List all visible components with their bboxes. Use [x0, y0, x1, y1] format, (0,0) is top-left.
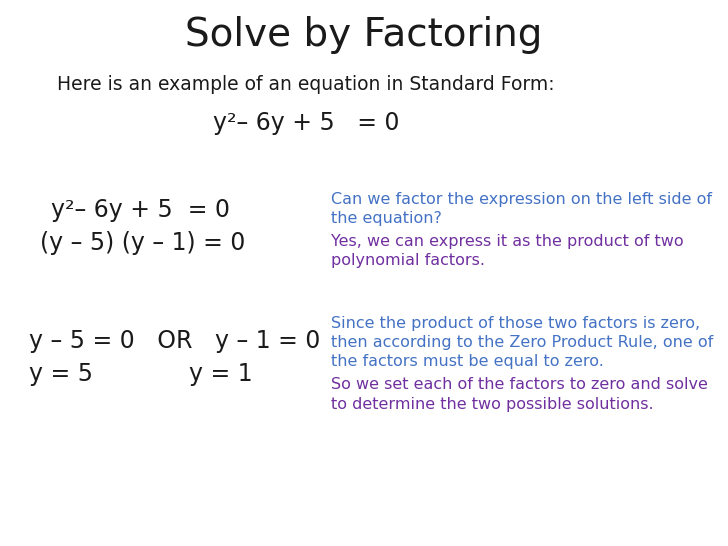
Text: y = 1: y = 1	[189, 362, 253, 386]
Text: then according to the Zero Product Rule, one of: then according to the Zero Product Rule,…	[331, 335, 713, 350]
Text: Here is an example of an equation in Standard Form:: Here is an example of an equation in Sta…	[57, 75, 555, 94]
Text: y²– 6y + 5  = 0: y²– 6y + 5 = 0	[51, 198, 230, 222]
Text: to determine the two possible solutions.: to determine the two possible solutions.	[331, 396, 654, 412]
Text: Solve by Factoring: Solve by Factoring	[186, 16, 542, 55]
Text: So we set each of the factors to zero and solve: So we set each of the factors to zero an…	[331, 377, 708, 393]
Text: the factors must be equal to zero.: the factors must be equal to zero.	[331, 354, 604, 369]
Text: Since the product of those two factors is zero,: Since the product of those two factors i…	[331, 316, 700, 331]
Text: y – 5 = 0   OR   y – 1 = 0: y – 5 = 0 OR y – 1 = 0	[29, 329, 320, 353]
Text: Yes, we can express it as the product of two: Yes, we can express it as the product of…	[331, 234, 684, 249]
Text: (y – 5) (y – 1) = 0: (y – 5) (y – 1) = 0	[40, 231, 245, 255]
Text: the equation?: the equation?	[331, 211, 442, 226]
Text: y²– 6y + 5   = 0: y²– 6y + 5 = 0	[213, 111, 399, 135]
Text: polynomial factors.: polynomial factors.	[331, 253, 486, 268]
Text: y = 5: y = 5	[29, 362, 93, 386]
Text: Can we factor the expression on the left side of: Can we factor the expression on the left…	[331, 192, 712, 207]
